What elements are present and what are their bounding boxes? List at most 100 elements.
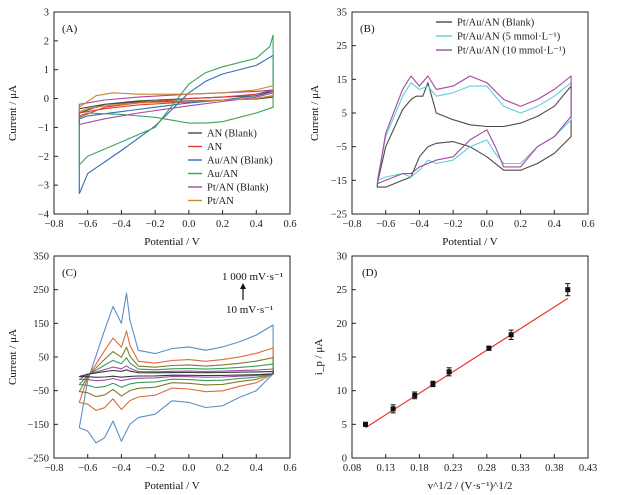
- panel-d-data-point: [508, 332, 514, 338]
- panel-c-xlabel: Potential / V: [144, 480, 199, 492]
- panel-a-series: [78, 34, 274, 195]
- panel-d-fit-line: [365, 297, 569, 429]
- panel-c-annotation-bottom: 10 mV·s⁻¹: [226, 304, 273, 316]
- panel-c-axes: −0.8 −0.6 −0.4 −0.2 0.0 0.2 0.4 0.6 −250 −150 −50 5…: [27, 252, 296, 475]
- panel-b-ytick-label: 15: [337, 75, 348, 86]
- panel-c-xtick-label: −0.6: [78, 463, 97, 474]
- panel-b-ytick-label: 35: [337, 8, 348, 19]
- panel-b-legend: Pt/Au/AN (Blank) Pt/Au/AN (5 mmol·L⁻¹) Pt/…: [436, 18, 566, 57]
- panel-c-ytick-label: −250: [27, 454, 49, 465]
- panel-a-xtick-label: −0.2: [146, 219, 165, 230]
- panel-b-series-line: [376, 82, 572, 188]
- panel-a-xtick-label: 0.4: [250, 219, 264, 230]
- panel-b-xtick-label: −0.8: [342, 219, 361, 230]
- panel-a-axes: −0.8 −0.6 −0.4 −0.2 0.0 0.2 0.4 0.6 −4 −3 −2 −1 0 1 2 3: [38, 8, 297, 231]
- panel-a-xtick-label: 0.2: [216, 219, 229, 230]
- panel-d-data-point: [486, 345, 492, 351]
- panel-b-series-line: [376, 75, 572, 185]
- panel-a-ytick-label: −3: [38, 181, 49, 192]
- panel-d-data-point: [390, 406, 396, 412]
- panel-c-xtick-label: 0.6: [283, 463, 296, 474]
- panel-a-frame: [53, 11, 291, 215]
- panel-d-ytick-label: 15: [337, 353, 348, 364]
- panel-b-xtick-label: 0.6: [581, 219, 594, 230]
- panel-a-ytick-label: −4: [38, 210, 50, 221]
- panel-b-ylabel: Current / μA: [309, 85, 321, 141]
- panel-b-xlabel: Potential / V: [442, 236, 497, 248]
- panel-b-legend-entry: Pt/Au/AN (5 mmol·L⁻¹): [457, 32, 561, 43]
- panel-c-ytick-label: 250: [33, 285, 49, 296]
- panel-a-legend-entry: Au/AN: [207, 169, 238, 180]
- panel-d: 0.08 0.13 0.18 0.23 0.28 0.33 0.38 0.43 0 5 10 15 20…: [313, 252, 597, 493]
- panel-c-xtick-label: −0.2: [146, 463, 165, 474]
- panel-b-series: [376, 75, 572, 188]
- panel-a-legend-entry: AN: [207, 142, 223, 153]
- panel-d-data-point: [362, 421, 368, 427]
- panel-d-xtick-label: 0.23: [444, 463, 462, 474]
- panel-c-label: (C): [62, 267, 77, 279]
- panel-c-ytick-label: −50: [33, 386, 49, 397]
- panel-c-xtick-label: 0.4: [250, 463, 264, 474]
- panel-b-xtick-label: 0.4: [548, 219, 562, 230]
- panel-a-ytick-label: 1: [44, 65, 49, 76]
- panel-a-ytick-label: −2: [38, 152, 49, 163]
- panel-a-label: (A): [62, 23, 78, 35]
- panel-d-data-point: [565, 287, 571, 293]
- panel-a-xtick-label: 0.6: [283, 219, 296, 230]
- panel-c: −0.8 −0.6 −0.4 −0.2 0.0 0.2 0.4 0.6 −250 −150 −50 5…: [7, 252, 297, 493]
- panel-c-xtick-label: −0.4: [112, 463, 132, 474]
- panel-b-legend-entry: Pt/Au/AN (10 mmol·L⁻¹): [457, 46, 566, 57]
- panel-d-xtick-label: 0.28: [478, 463, 496, 474]
- panel-a-legend-entry: AN (Blank): [207, 129, 257, 140]
- panel-c-ytick-label: 350: [33, 252, 49, 263]
- panel-b-axes: −0.8 −0.6 −0.4 −0.2 0.0 0.2 0.4 0.6 −25 −15 −5 5 15 2…: [331, 8, 595, 231]
- panel-b-ytick-label: −5: [336, 142, 347, 153]
- panel-c-series-line: [78, 369, 274, 378]
- panel-c-annotation-top: 1 000 mV·s⁻¹: [222, 271, 283, 283]
- panel-d-xtick-label: 0.18: [410, 463, 428, 474]
- panel-c-ytick-label: 50: [39, 353, 50, 364]
- panel-d-ytick-label: 25: [337, 285, 348, 296]
- panel-d-ytick-label: 20: [337, 319, 348, 330]
- panel-d-ytick-label: 0: [342, 454, 347, 465]
- panel-b-ytick-label: −25: [331, 210, 347, 221]
- panel-d-xtick-label: 0.43: [579, 463, 597, 474]
- panel-d-ylabel: i_p / μA: [313, 339, 325, 376]
- panel-a-ylabel: Current / μA: [7, 85, 19, 141]
- panel-d-frame: [351, 255, 589, 459]
- panel-d-data-point: [446, 369, 452, 375]
- panel-a-ytick-label: −1: [38, 123, 49, 134]
- panel-d-xtick-label: 0.08: [343, 463, 361, 474]
- panel-c-xtick-label: 0.0: [182, 463, 195, 474]
- panel-a-series-line: [78, 54, 274, 195]
- panel-a-xtick-label: −0.8: [44, 219, 63, 230]
- panel-d-axes: 0.08 0.13 0.18 0.23 0.28 0.33 0.38 0.43 0 5 10 15 20…: [337, 252, 598, 475]
- panel-a-legend-entry: Pt/AN (Blank): [207, 183, 269, 194]
- panel-b-xtick-label: −0.4: [410, 219, 430, 230]
- panel-a-xlabel: Potential / V: [144, 236, 199, 248]
- panel-a: −0.8 −0.6 −0.4 −0.2 0.0 0.2 0.4 0.6 −4 −3 −2 −1 0 1 2 3…: [7, 8, 297, 249]
- panel-c-ylabel: Current / μA: [7, 329, 19, 385]
- panel-d-xtick-label: 0.33: [511, 463, 529, 474]
- panel-b-legend-entry: Pt/Au/AN (Blank): [457, 18, 535, 29]
- panel-a-legend: AN (Blank) AN Au/AN (Blank) Au/AN Pt/AN (Bla…: [188, 129, 273, 207]
- panel-b-ytick-label: 5: [342, 109, 347, 120]
- panel-b-ytick-label: 25: [337, 41, 348, 52]
- panel-b-xtick-label: −0.2: [444, 219, 463, 230]
- panel-d-xtick-label: 0.13: [377, 463, 395, 474]
- panel-c-xtick-label: −0.8: [44, 463, 63, 474]
- panel-c-frame: [53, 255, 291, 459]
- panel-a-series-line: [78, 85, 274, 113]
- panel-d-ytick-label: 10: [337, 386, 348, 397]
- panel-a-xtick-label: 0.0: [182, 219, 195, 230]
- panel-d-ytick-label: 30: [337, 252, 348, 263]
- panel-b-xtick-label: 0.0: [480, 219, 493, 230]
- panel-b-series-line: [376, 82, 572, 181]
- panel-c-ytick-label: 150: [33, 319, 49, 330]
- panel-b-label: (B): [360, 23, 375, 35]
- panel-a-ytick-label: 0: [44, 94, 49, 105]
- panel-d-ytick-label: 5: [342, 420, 347, 431]
- panel-b-xtick-label: −0.6: [376, 219, 395, 230]
- panel-d-series: [362, 283, 571, 429]
